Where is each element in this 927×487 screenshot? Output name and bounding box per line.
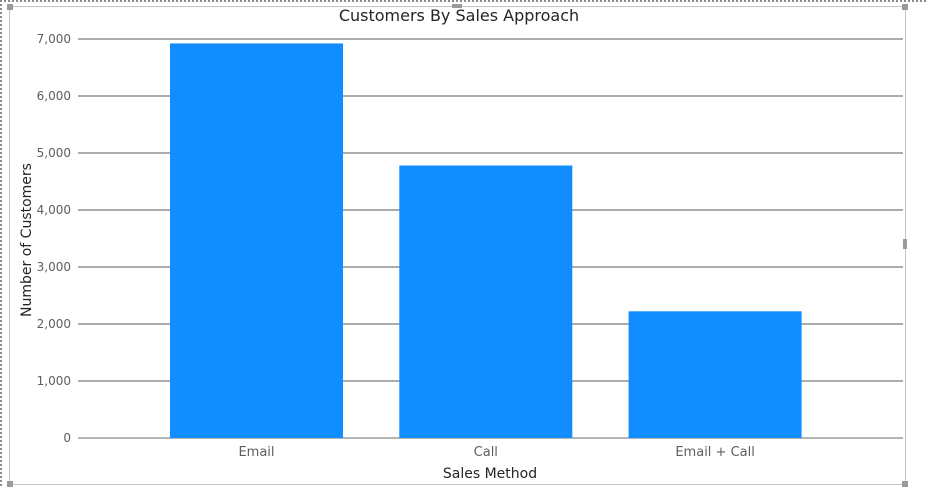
resize-handle-top-left[interactable] [7,4,13,10]
bar[interactable] [628,311,802,438]
x-axis-label: Sales Method [443,466,537,482]
x-tick-label: Email + Call [675,445,755,460]
y-tick-label: 7,000 [37,32,71,46]
y-tick-label: 6,000 [37,89,71,103]
resize-handle-bottom-right[interactable] [902,481,908,487]
y-axis-ticks: 0 1,000 2,000 3,000 4,000 5,000 6,000 7,000 [37,32,71,445]
x-tick-label: Call [474,445,498,460]
resize-handle-bottom-left[interactable] [7,481,13,487]
y-tick-label: 0 [63,431,71,445]
y-tick-label: 3,000 [37,260,71,274]
resize-handle-top[interactable] [452,4,462,8]
bar[interactable] [399,165,573,438]
y-tick-label: 4,000 [37,203,71,217]
y-tick-label: 2,000 [37,317,71,331]
resize-handle-right[interactable] [903,239,907,249]
y-tick-label: 5,000 [37,146,71,160]
y-tick-label: 1,000 [37,374,71,388]
y-axis-label: Number of Customers [19,163,35,317]
bar[interactable] [170,43,343,439]
chart-title: Customers By Sales Approach [339,6,579,25]
bars [170,43,802,439]
resize-handle-top-right[interactable] [902,4,908,10]
x-axis-ticks: Email Call Email + Call [238,445,754,460]
x-tick-label: Email [238,445,274,460]
